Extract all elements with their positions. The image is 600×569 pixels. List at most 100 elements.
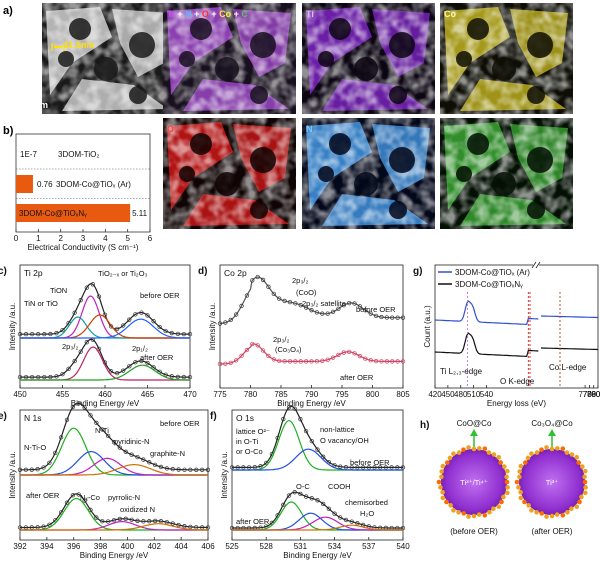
scale-measure-label: 11.5nm: [64, 40, 95, 50]
cobalt-shell-dot: [554, 512, 560, 517]
data-point: [277, 358, 282, 364]
data-point: [282, 359, 287, 364]
x-tick-label: 480: [454, 390, 468, 399]
panel-label: e): [0, 411, 7, 422]
data-point: [400, 465, 406, 470]
data-point: [111, 517, 117, 523]
data-point: [287, 299, 293, 305]
data-point: [357, 304, 363, 309]
data-point: [78, 297, 83, 303]
cobalt-shell-dot: [456, 450, 462, 455]
cobalt-shell-dot: [574, 504, 580, 510]
data-point: [384, 359, 390, 364]
cobalt-shell-dot: [504, 490, 510, 496]
overlay-map-pore: [190, 18, 212, 40]
overlay-map-pore: [215, 57, 239, 81]
data-point: [35, 525, 40, 530]
panel-label: c): [0, 266, 7, 277]
x-tick-label: 785: [274, 390, 288, 399]
annotation: chemisorbed: [345, 498, 388, 507]
cobalt-shell-dot: [517, 474, 522, 480]
annotation: lattice O²⁻: [236, 427, 270, 436]
bar-category-label: 3DOM-Co@TiOₓ (Ar): [56, 180, 131, 189]
data-point: [158, 464, 164, 470]
cobalt-shell-dot: [491, 506, 496, 511]
scale-bar-label: 20 nm: [22, 100, 48, 110]
data-point: [233, 312, 239, 317]
data-point: [121, 323, 126, 328]
cobalt-shell-dot: [522, 499, 527, 505]
annotation: after OER: [340, 373, 374, 382]
x-tick-label: 470: [183, 390, 197, 399]
data-point: [176, 522, 181, 528]
cobalt-shell-dot: [444, 499, 449, 505]
data-point: [53, 518, 58, 523]
data-point: [395, 465, 400, 470]
cobalt-shell-dot: [504, 474, 509, 480]
cobalt-shell-dot: [539, 511, 545, 516]
cobalt-shell-dot: [499, 499, 504, 505]
data-point: [41, 524, 46, 529]
data-point: [42, 331, 47, 337]
map-title-part: C: [241, 9, 248, 19]
data-point: [330, 355, 336, 360]
edge-label: Ti L₂,₃-edge: [440, 367, 483, 376]
data-point: [314, 359, 320, 364]
cobalt-shell-dot: [504, 468, 510, 474]
tem-image-pore: [129, 86, 147, 104]
data-point: [250, 278, 255, 283]
data-point: [139, 358, 144, 364]
eels-line: [434, 300, 539, 326]
overlay-map-pore: [250, 86, 268, 104]
data-point: [298, 417, 303, 422]
o-map-pore: [250, 147, 276, 173]
annotation: TiN or TiO: [24, 299, 58, 308]
bar-category-label: 3DOM-TiO₂: [58, 150, 99, 159]
data-point: [271, 291, 276, 297]
data-point: [145, 313, 150, 318]
data-point: [321, 454, 326, 459]
data-point: [175, 331, 181, 337]
cobalt-shell-dot: [471, 446, 477, 452]
cobalt-shell-dot: [445, 460, 450, 465]
annotation: N-Ti-O: [24, 443, 46, 452]
data-point: [303, 305, 309, 310]
panel-h-schematic: h) CoO@Co Ti³⁺/Ti⁴⁺ (before OER) Co₃O₄@Co Ti³…: [420, 419, 588, 536]
legend-entry: 3DOM-Co@TiOₓNᵧ: [455, 280, 523, 289]
annotation: (CoO): [296, 288, 317, 297]
cobalt-shell-dot: [471, 513, 477, 519]
bar-value-label: 5.11: [132, 209, 148, 218]
map-title: Ti: [306, 9, 314, 19]
data-point: [233, 358, 239, 363]
data-point: [152, 518, 158, 524]
cobalt-shell-dot: [529, 508, 534, 513]
co-map-pore: [492, 57, 516, 81]
data-point: [378, 465, 383, 470]
data-point: [223, 320, 228, 325]
data-point: [176, 467, 181, 472]
data-point: [41, 465, 46, 470]
data-point: [325, 357, 330, 362]
data-point: [23, 332, 29, 337]
edge-label: O K-edge: [500, 377, 535, 386]
cobalt-shell-dot: [582, 468, 588, 474]
data-point: [271, 357, 276, 362]
spectrum-line: [219, 343, 403, 365]
annotation: after OER: [26, 491, 60, 500]
panel-label: f): [210, 411, 217, 422]
cobalt-shell-dot: [487, 509, 492, 515]
x-tick-label: 404: [174, 542, 188, 551]
cobalt-shell-dot: [496, 454, 502, 460]
cobalt-shell-dot: [451, 508, 456, 513]
data-point: [90, 282, 96, 287]
cobalt-shell-dot: [523, 460, 528, 465]
annotation: 2p₃/₂: [62, 342, 78, 351]
data-point: [29, 332, 35, 337]
cobalt-shell-dot: [544, 514, 549, 519]
cobalt-shell-dot: [461, 447, 466, 452]
n-map-pore: [389, 147, 415, 173]
x-tick-label: 450: [13, 390, 27, 399]
data-point: [123, 516, 128, 521]
data-point: [48, 374, 53, 380]
data-point: [29, 374, 35, 380]
